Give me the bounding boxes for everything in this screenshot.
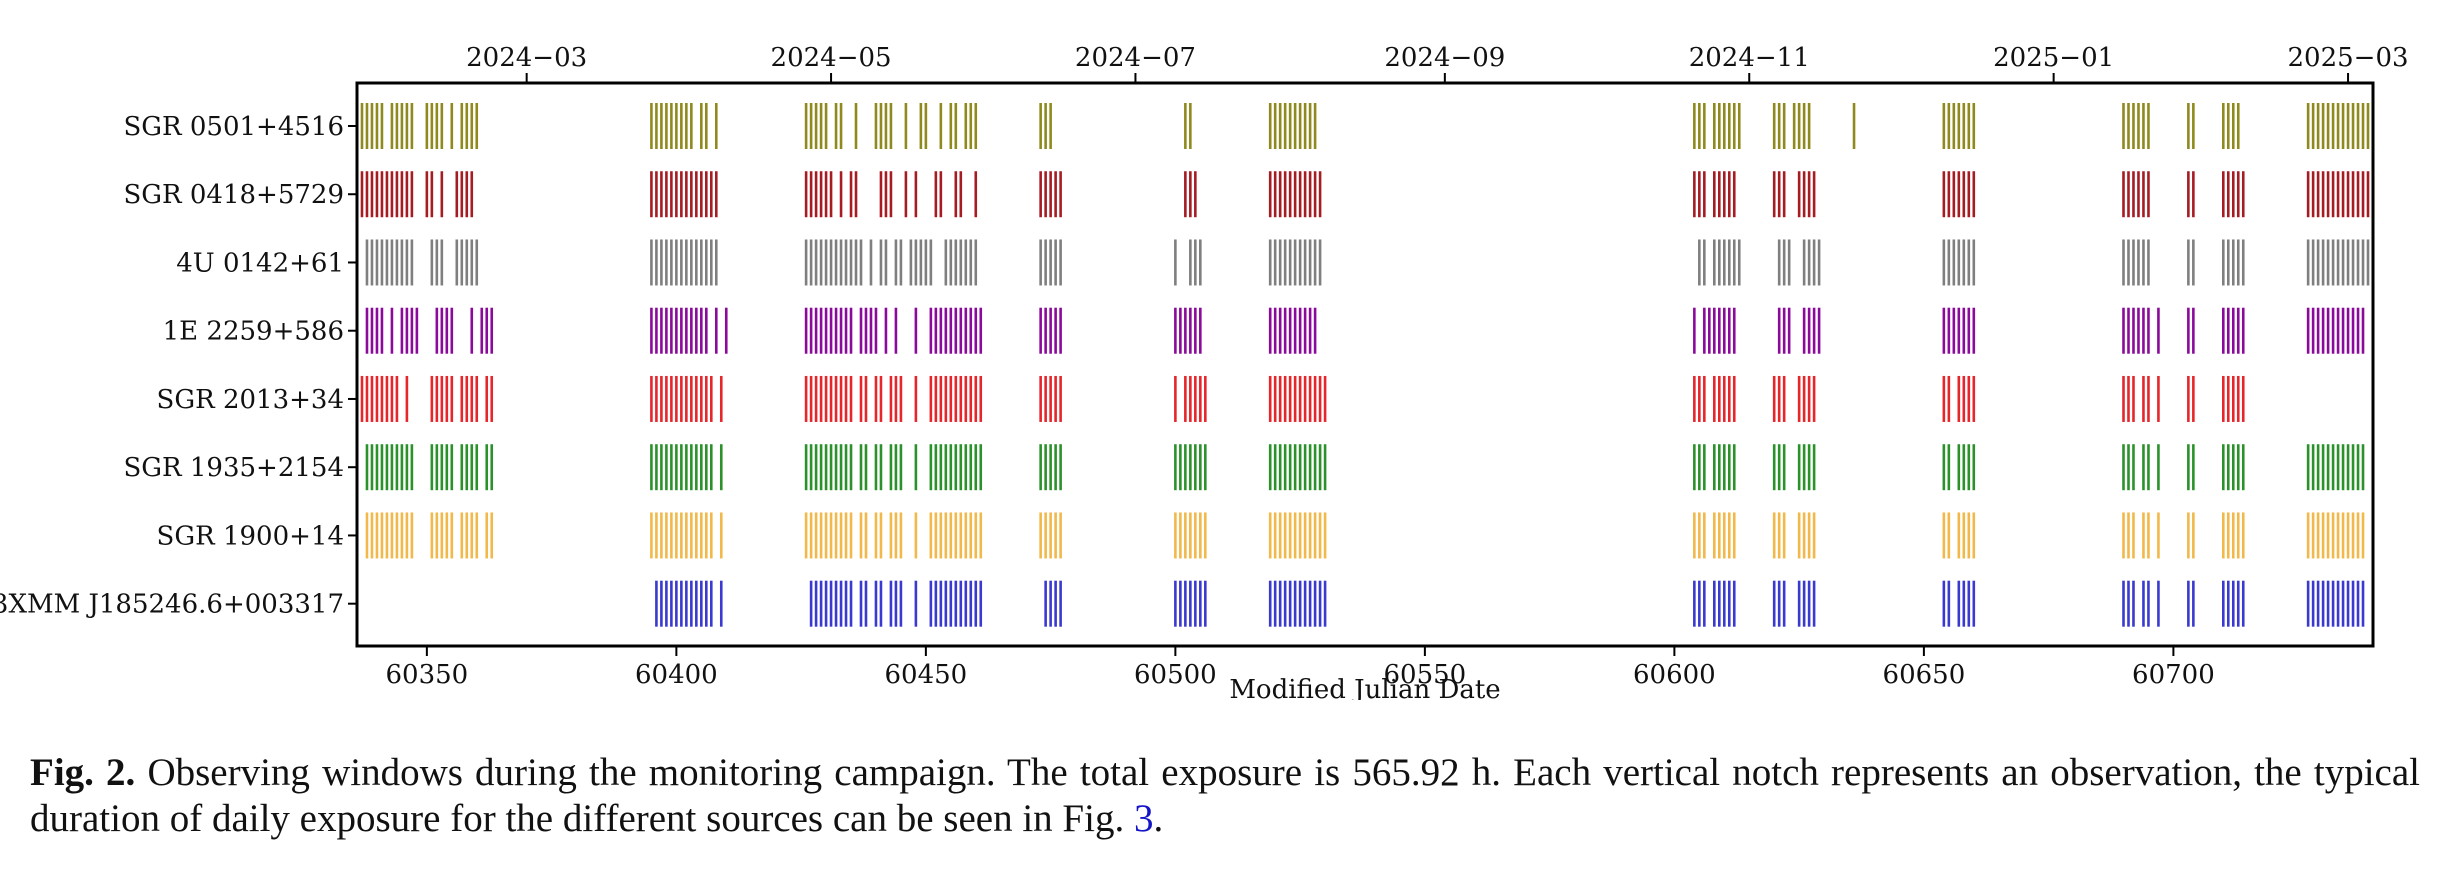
figure: SGR 0501+4516 SGR 0418+5729 4U 0142+61 1E 2…: [0, 43, 2409, 700]
x-axis-label: Modified Julian Date: [1229, 675, 1500, 700]
plot-frame: [355, 81, 2375, 648]
bottom-axis: 60350 60400 60450 60500 60550 60600 60650 60700: [386, 646, 2215, 690]
top-tick-label: 2024−09: [1384, 43, 1505, 73]
top-axis: 2024−03 2024−05 2024−07 2024−09 2024−11 2025−…: [466, 43, 2409, 83]
source-label: 3XMM J185246.6+003317: [0, 590, 344, 620]
caption-label: Fig. 2.: [30, 751, 136, 794]
source-label: SGR 0418+5729: [123, 180, 344, 210]
source-label: SGR 1935+2154: [123, 453, 344, 483]
x-tick-label: 60600: [1633, 660, 1716, 690]
source-row: [365, 512, 2365, 559]
source-label: SGR 0501+4516: [123, 112, 344, 142]
source-row: [360, 102, 2370, 149]
source-row: [360, 171, 2370, 218]
top-tick-label: 2025−01: [1993, 43, 2114, 73]
source-label: SGR 2013+34: [157, 385, 344, 415]
observing-windows-chart: SGR 0501+4516 SGR 0418+5729 4U 0142+61 1E 2…: [0, 43, 2409, 700]
x-tick-label: 60550: [1384, 660, 1467, 690]
source-row: [655, 580, 2365, 627]
x-tick-label: 60500: [1134, 660, 1217, 690]
caption-figure-link[interactable]: 3: [1133, 797, 1154, 840]
source-row: [360, 375, 2245, 422]
source-row: [365, 307, 2365, 354]
caption-text-end: .: [1153, 797, 1164, 840]
x-tick-label: 60700: [2132, 660, 2215, 690]
source-label: 1E 2259+586: [163, 317, 344, 347]
observation-rows: [360, 102, 2370, 627]
top-tick-label: 2024−03: [466, 43, 587, 73]
caption-text: Observing windows during the monitoring …: [30, 751, 2420, 840]
top-tick-label: 2024−07: [1075, 43, 1196, 73]
source-row: [365, 444, 2365, 491]
top-tick-label: 2024−05: [771, 43, 892, 73]
top-tick-label: 2025−03: [2288, 43, 2409, 73]
x-tick-label: 60400: [635, 660, 718, 690]
x-tick-label: 60650: [1883, 660, 1966, 690]
source-label: 4U 0142+61: [176, 248, 344, 278]
source-label: SGR 1900+14: [157, 521, 344, 551]
figure-caption: Fig. 2. Observing windows during the mon…: [30, 750, 2420, 842]
top-tick-label: 2024−11: [1689, 43, 1810, 73]
source-labels: SGR 0501+4516 SGR 0418+5729 4U 0142+61 1E 2…: [0, 112, 357, 620]
source-row: [365, 239, 2370, 286]
x-tick-label: 60350: [386, 660, 469, 690]
x-tick-label: 60450: [885, 660, 968, 690]
